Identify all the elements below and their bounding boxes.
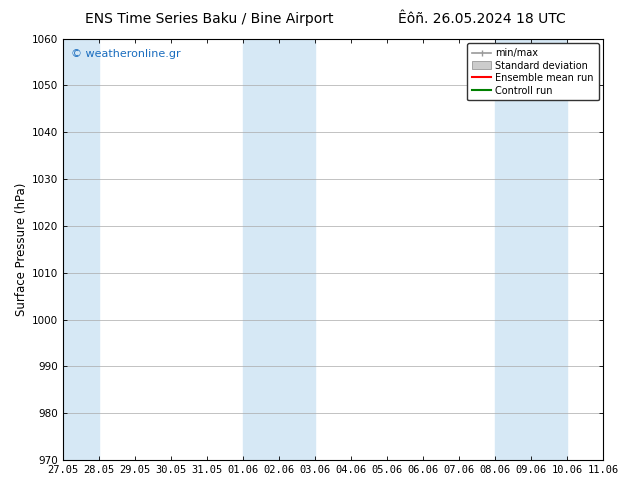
Text: ENS Time Series Baku / Bine Airport: ENS Time Series Baku / Bine Airport xyxy=(85,12,333,26)
Legend: min/max, Standard deviation, Ensemble mean run, Controll run: min/max, Standard deviation, Ensemble me… xyxy=(467,44,598,100)
Bar xyxy=(495,39,567,460)
Y-axis label: Surface Pressure (hPa): Surface Pressure (hPa) xyxy=(15,183,28,316)
Text: Êôñ. 26.05.2024 18 UTC: Êôñ. 26.05.2024 18 UTC xyxy=(398,12,566,26)
Text: © weatheronline.gr: © weatheronline.gr xyxy=(72,49,181,59)
Bar xyxy=(243,39,315,460)
Bar xyxy=(63,39,100,460)
